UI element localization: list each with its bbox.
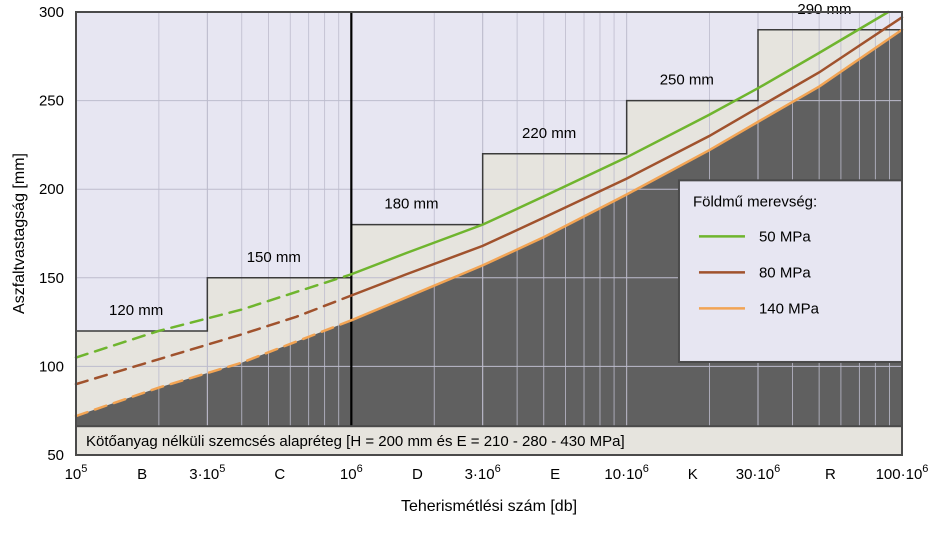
y-tick-label: 250 bbox=[39, 93, 64, 110]
x-tick-label: 105 bbox=[65, 463, 88, 483]
y-tick-label: 100 bbox=[39, 358, 64, 375]
y-tick-label: 150 bbox=[39, 270, 64, 287]
step-label: 290 mm bbox=[797, 1, 851, 18]
step-label: 250 mm bbox=[660, 72, 714, 89]
x-tick-label: 3·106 bbox=[465, 463, 501, 483]
x-category-letter: D bbox=[412, 466, 423, 483]
legend-title: Földmű merevség: bbox=[693, 193, 817, 210]
x-tick-label: 100·106 bbox=[876, 463, 929, 483]
step-label: 180 mm bbox=[384, 196, 438, 213]
legend-label: 80 MPa bbox=[759, 264, 811, 281]
y-axis-title: Aszfaltvastagság [mm] bbox=[11, 153, 28, 314]
step-label: 120 mm bbox=[109, 302, 163, 319]
legend-label: 140 MPa bbox=[759, 300, 820, 317]
x-tick-label: 10·106 bbox=[604, 463, 649, 483]
x-tick-label: 3·105 bbox=[189, 463, 225, 483]
y-tick-label: 200 bbox=[39, 181, 64, 198]
y-tick-label: 50 bbox=[47, 447, 64, 464]
x-category-letter: B bbox=[137, 466, 147, 483]
step-label: 220 mm bbox=[522, 125, 576, 142]
x-tick-label: 30·106 bbox=[736, 463, 781, 483]
legend-label: 50 MPa bbox=[759, 228, 811, 245]
x-category-letter: E bbox=[550, 466, 560, 483]
step-label: 150 mm bbox=[247, 249, 301, 266]
x-tick-label: 106 bbox=[340, 463, 363, 483]
x-axis-title: Teherismétlési szám [db] bbox=[401, 498, 577, 515]
x-category-letter: K bbox=[688, 466, 698, 483]
x-category-letter: C bbox=[274, 466, 285, 483]
chart-svg: 120 mm 150 mm 180 mm 220 mm 250 mm 290 mm Kötő… bbox=[0, 0, 937, 533]
y-tick-label: 300 bbox=[39, 4, 64, 21]
x-category-letter: R bbox=[825, 466, 836, 483]
chart-container: 120 mm 150 mm 180 mm 220 mm 250 mm 290 mm Kötő… bbox=[0, 0, 937, 533]
subtitle-text: Kötőanyag nélküli szemcsés alapréteg [H … bbox=[86, 433, 625, 450]
